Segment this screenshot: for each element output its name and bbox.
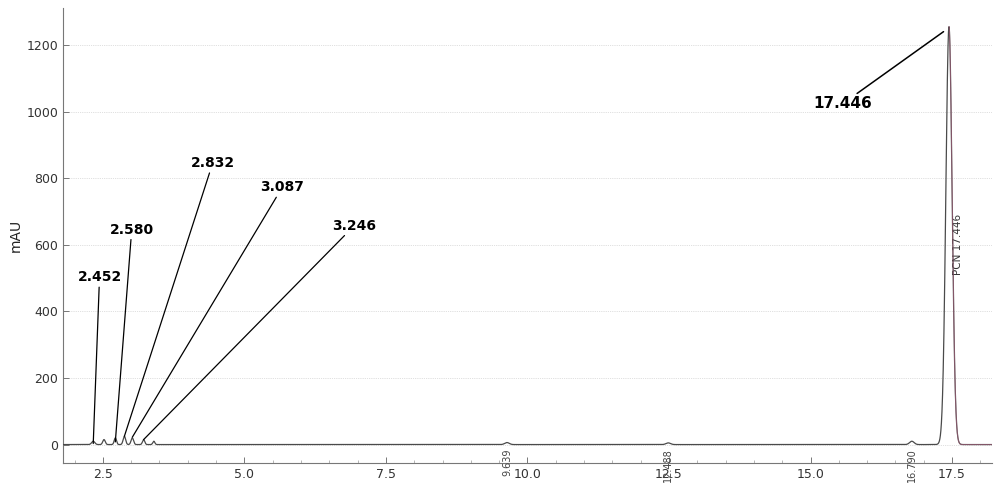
Text: 17.446: 17.446 bbox=[813, 32, 944, 111]
Text: PCN 17.446: PCN 17.446 bbox=[953, 214, 963, 275]
Text: 3.087: 3.087 bbox=[132, 180, 304, 437]
Text: 2.580: 2.580 bbox=[110, 223, 154, 442]
Text: 2.832: 2.832 bbox=[124, 156, 235, 436]
Text: 3.246: 3.246 bbox=[144, 219, 376, 440]
Text: 9.639: 9.639 bbox=[502, 449, 512, 476]
Text: 2.452: 2.452 bbox=[77, 270, 122, 444]
Text: 16.790: 16.790 bbox=[907, 449, 917, 482]
Y-axis label: mAU: mAU bbox=[8, 219, 22, 252]
Text: 12.488: 12.488 bbox=[663, 449, 673, 482]
